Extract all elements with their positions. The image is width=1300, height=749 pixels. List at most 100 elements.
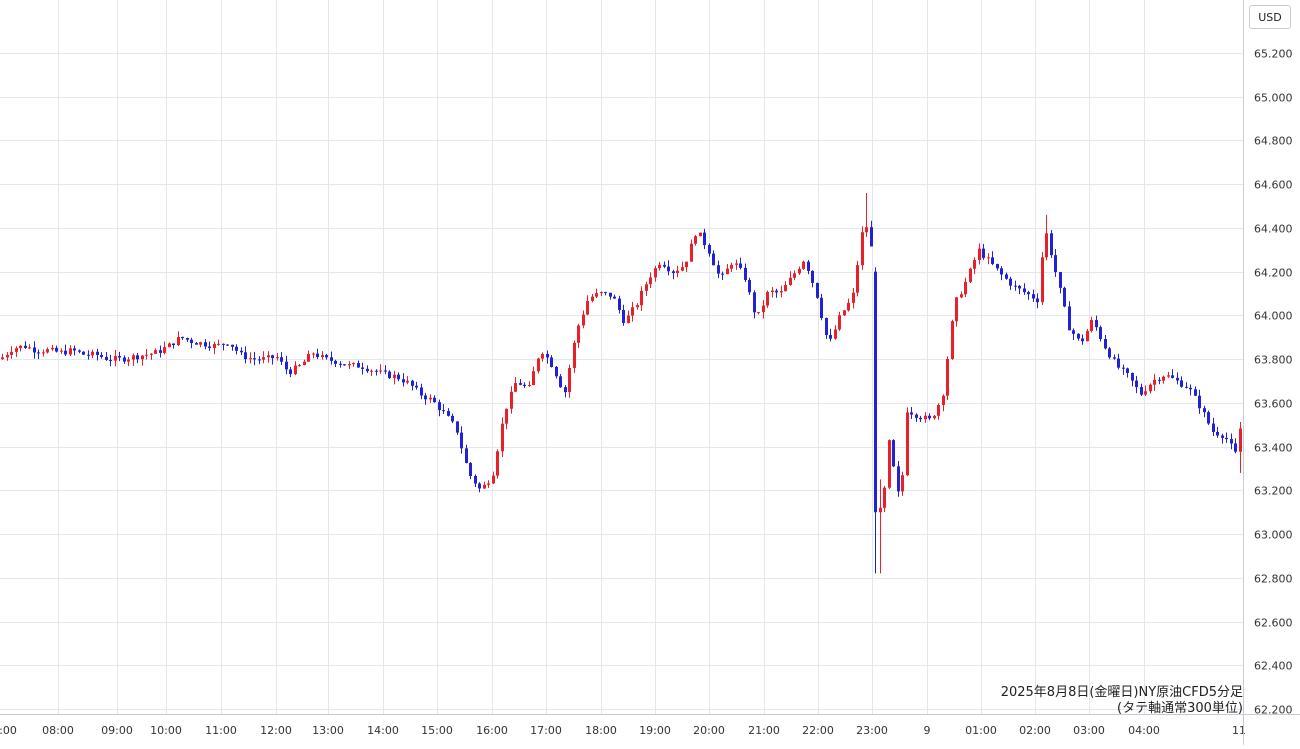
candle-body bbox=[1216, 431, 1219, 436]
candle-body bbox=[424, 395, 427, 400]
candle-body bbox=[195, 343, 198, 345]
candle-body bbox=[1113, 357, 1116, 359]
x-tick-label: 10:00 bbox=[150, 724, 182, 737]
y-tick-label: 65.000 bbox=[1254, 92, 1293, 105]
candle-body bbox=[1072, 330, 1075, 334]
candle-body bbox=[1185, 386, 1188, 388]
candle-body bbox=[1239, 428, 1242, 452]
candle-body bbox=[604, 292, 607, 294]
x-tick-label: 14:00 bbox=[367, 724, 399, 737]
chart-subtitle: (タテ軸通常300単位) bbox=[1117, 701, 1243, 716]
candle-body bbox=[402, 379, 405, 383]
x-tick-label: 02:00 bbox=[1019, 724, 1051, 737]
candle-body bbox=[1000, 268, 1003, 275]
candle-body bbox=[802, 261, 805, 269]
candle-body bbox=[1099, 327, 1102, 340]
candle-body bbox=[685, 261, 688, 268]
candle-body bbox=[438, 402, 441, 411]
candle-body bbox=[213, 343, 216, 348]
candle-body bbox=[870, 227, 873, 247]
candle-body bbox=[190, 339, 193, 344]
candle-body bbox=[28, 347, 31, 349]
candle-body bbox=[330, 357, 333, 361]
candle-body bbox=[312, 353, 315, 355]
x-tick-label: 11:00 bbox=[205, 724, 237, 737]
candle-body bbox=[388, 371, 391, 379]
candle-body bbox=[78, 350, 81, 352]
candle-body bbox=[379, 370, 382, 372]
y-tick-label: 63.600 bbox=[1254, 398, 1293, 411]
candle-body bbox=[397, 374, 400, 380]
candle-body bbox=[559, 376, 562, 388]
candle-body bbox=[906, 412, 909, 476]
x-tick-label: 22:00 bbox=[802, 724, 834, 737]
candle-body bbox=[924, 415, 927, 420]
candle-body bbox=[946, 358, 949, 396]
candle-body bbox=[757, 312, 760, 314]
candle-body bbox=[780, 291, 783, 293]
candle-body bbox=[703, 232, 706, 246]
candles-layer bbox=[1, 192, 1242, 574]
y-tick-label: 64.600 bbox=[1254, 179, 1293, 192]
candle-body bbox=[1086, 330, 1089, 342]
candle-body bbox=[64, 350, 67, 355]
x-tick-label: 18:00 bbox=[585, 724, 617, 737]
x-tick-label: 23:00 bbox=[856, 724, 888, 737]
candle-body bbox=[15, 348, 18, 352]
candle-body bbox=[114, 356, 117, 361]
candle-body bbox=[987, 257, 990, 259]
candle-body bbox=[100, 354, 103, 357]
candle-body bbox=[46, 349, 49, 353]
candle-body bbox=[267, 355, 270, 358]
candle-body bbox=[645, 284, 648, 291]
candle-body bbox=[478, 483, 481, 489]
y-tick-label: 65.200 bbox=[1254, 48, 1293, 61]
y-tick-label: 62.600 bbox=[1254, 617, 1293, 630]
x-tick-label: 15:00 bbox=[421, 724, 453, 737]
candle-body bbox=[1081, 338, 1084, 342]
candle-body bbox=[1144, 391, 1147, 395]
y-tick-label: 62.200 bbox=[1254, 704, 1293, 717]
candle-body bbox=[1090, 320, 1093, 331]
candle-body bbox=[73, 348, 76, 351]
candle-body bbox=[298, 365, 301, 367]
candle-body bbox=[501, 423, 504, 452]
candle-body bbox=[744, 267, 747, 280]
candle-body bbox=[753, 292, 756, 313]
candle-body bbox=[451, 415, 454, 422]
candle-body bbox=[550, 357, 553, 367]
candle-body bbox=[631, 307, 634, 316]
candle-body bbox=[145, 354, 148, 356]
candle-body bbox=[726, 268, 729, 275]
candle-body bbox=[1068, 306, 1071, 331]
candle-body bbox=[316, 353, 319, 358]
candle-body bbox=[294, 365, 297, 375]
candle-body bbox=[928, 415, 931, 419]
x-tick-label: 04:00 bbox=[1128, 724, 1160, 737]
candle-body bbox=[118, 356, 121, 358]
candle-body bbox=[667, 266, 670, 272]
candle-body bbox=[690, 243, 693, 262]
candle-body bbox=[505, 408, 508, 424]
candle-body bbox=[406, 380, 409, 383]
currency-unit-badge[interactable]: USD bbox=[1249, 5, 1291, 29]
candle-body bbox=[460, 432, 463, 449]
candle-body bbox=[1189, 387, 1192, 390]
candle-body bbox=[1054, 255, 1057, 273]
candle-body bbox=[141, 355, 144, 360]
candle-body bbox=[465, 448, 468, 463]
candle-body bbox=[919, 417, 922, 420]
candle-body bbox=[640, 290, 643, 306]
y-tick-label: 62.400 bbox=[1254, 660, 1293, 673]
candle-body bbox=[487, 483, 490, 485]
candle-body bbox=[55, 347, 58, 352]
candle-body bbox=[1014, 285, 1017, 287]
candle-body bbox=[217, 343, 220, 345]
candle-body bbox=[496, 451, 499, 476]
candle-body bbox=[1023, 288, 1026, 293]
candle-body bbox=[793, 273, 796, 278]
candle-body bbox=[982, 248, 985, 258]
candle-body bbox=[622, 309, 625, 323]
candle-body bbox=[1063, 287, 1066, 307]
